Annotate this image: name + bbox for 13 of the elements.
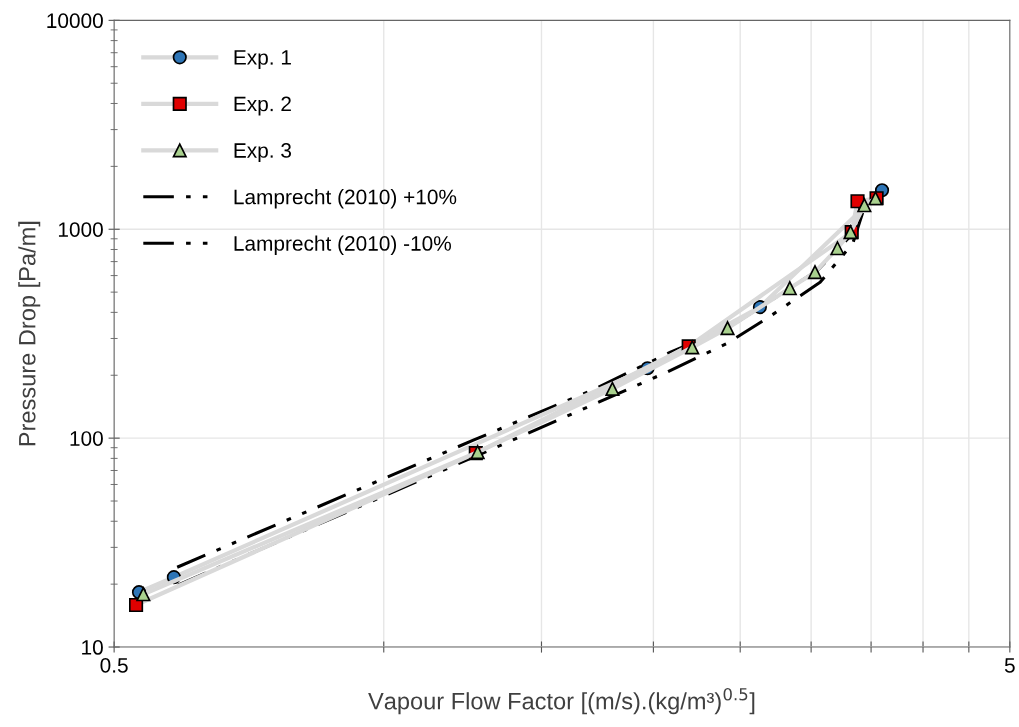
y-tick-label: 10 — [82, 640, 103, 655]
legend-label: Lamprecht (2010) +10% — [234, 189, 457, 209]
x-tick-label: 5 — [1004, 658, 1015, 673]
legend-label: Exp. 3 — [234, 143, 292, 162]
legend-label: Lamprecht (2010) -10% — [234, 235, 451, 255]
x-tick-label: 0.5 — [100, 658, 128, 673]
y-tick-label: 10000 — [47, 13, 103, 29]
y-axis-title: Pressure Drop [Pa/m] — [18, 221, 41, 446]
y-tick-label: 1000 — [58, 222, 103, 237]
legend-label: Exp. 1 — [234, 50, 291, 69]
legend-label: Exp. 2 — [234, 96, 291, 116]
x-axis-title: Vapour Flow Factor [(m/s).(kg/m³)$^{0.5}$] — [368, 687, 755, 715]
y-tick-label: 100 — [70, 431, 103, 446]
